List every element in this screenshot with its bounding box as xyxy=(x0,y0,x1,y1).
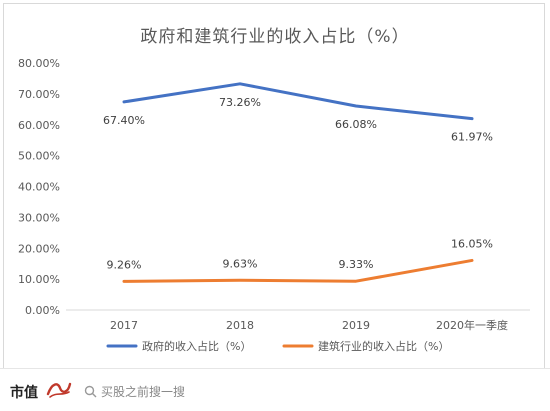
data-label: 9.26% xyxy=(107,258,142,271)
footer-bar: 市值 买股之前搜一搜 xyxy=(0,368,550,411)
x-tick-label: 2020年一季度 xyxy=(436,318,508,332)
brand-logo-text: 市值 xyxy=(10,385,38,401)
data-label: 66.08% xyxy=(335,118,377,131)
brand-seal-icon xyxy=(46,382,72,398)
y-tick-label: 60.00% xyxy=(18,119,60,132)
search-icon xyxy=(84,385,97,398)
chart-frame xyxy=(3,3,545,403)
data-label: 9.63% xyxy=(223,257,258,270)
x-tick-label: 2017 xyxy=(110,319,138,332)
series-line-1 xyxy=(122,82,474,121)
data-label: 61.97% xyxy=(451,131,493,144)
y-tick-label: 20.00% xyxy=(18,242,60,255)
data-label: 67.40% xyxy=(103,114,145,127)
y-tick-label: 50.00% xyxy=(18,150,60,163)
x-tick-label: 2019 xyxy=(342,319,370,332)
y-tick-label: 40.00% xyxy=(18,181,60,194)
y-tick-label: 0.00% xyxy=(25,304,60,317)
series-line-2 xyxy=(122,258,474,283)
y-tick-label: 30.00% xyxy=(18,211,60,224)
search-hint[interactable]: 买股之前搜一搜 xyxy=(84,383,185,400)
data-label: 9.33% xyxy=(339,258,374,271)
line-chart: 0.00% 10.00% 20.00% 30.00% 40.00% 50.00% 60.00… xyxy=(18,57,530,353)
x-tick-label: 2018 xyxy=(226,319,254,332)
search-hint-text: 买股之前搜一搜 xyxy=(101,385,186,399)
legend-label-1: 政府的收入占比（%） xyxy=(142,339,251,353)
data-label: 16.05% xyxy=(451,237,493,250)
y-tick-label: 10.00% xyxy=(18,273,60,286)
y-tick-label: 70.00% xyxy=(18,88,60,101)
legend-label-2: 建筑行业的收入占比（%） xyxy=(318,339,449,353)
y-tick-label: 80.00% xyxy=(18,57,60,70)
data-label: 73.26% xyxy=(219,96,261,109)
chart-title: 政府和建筑行业的收入占比（%） xyxy=(140,27,410,47)
